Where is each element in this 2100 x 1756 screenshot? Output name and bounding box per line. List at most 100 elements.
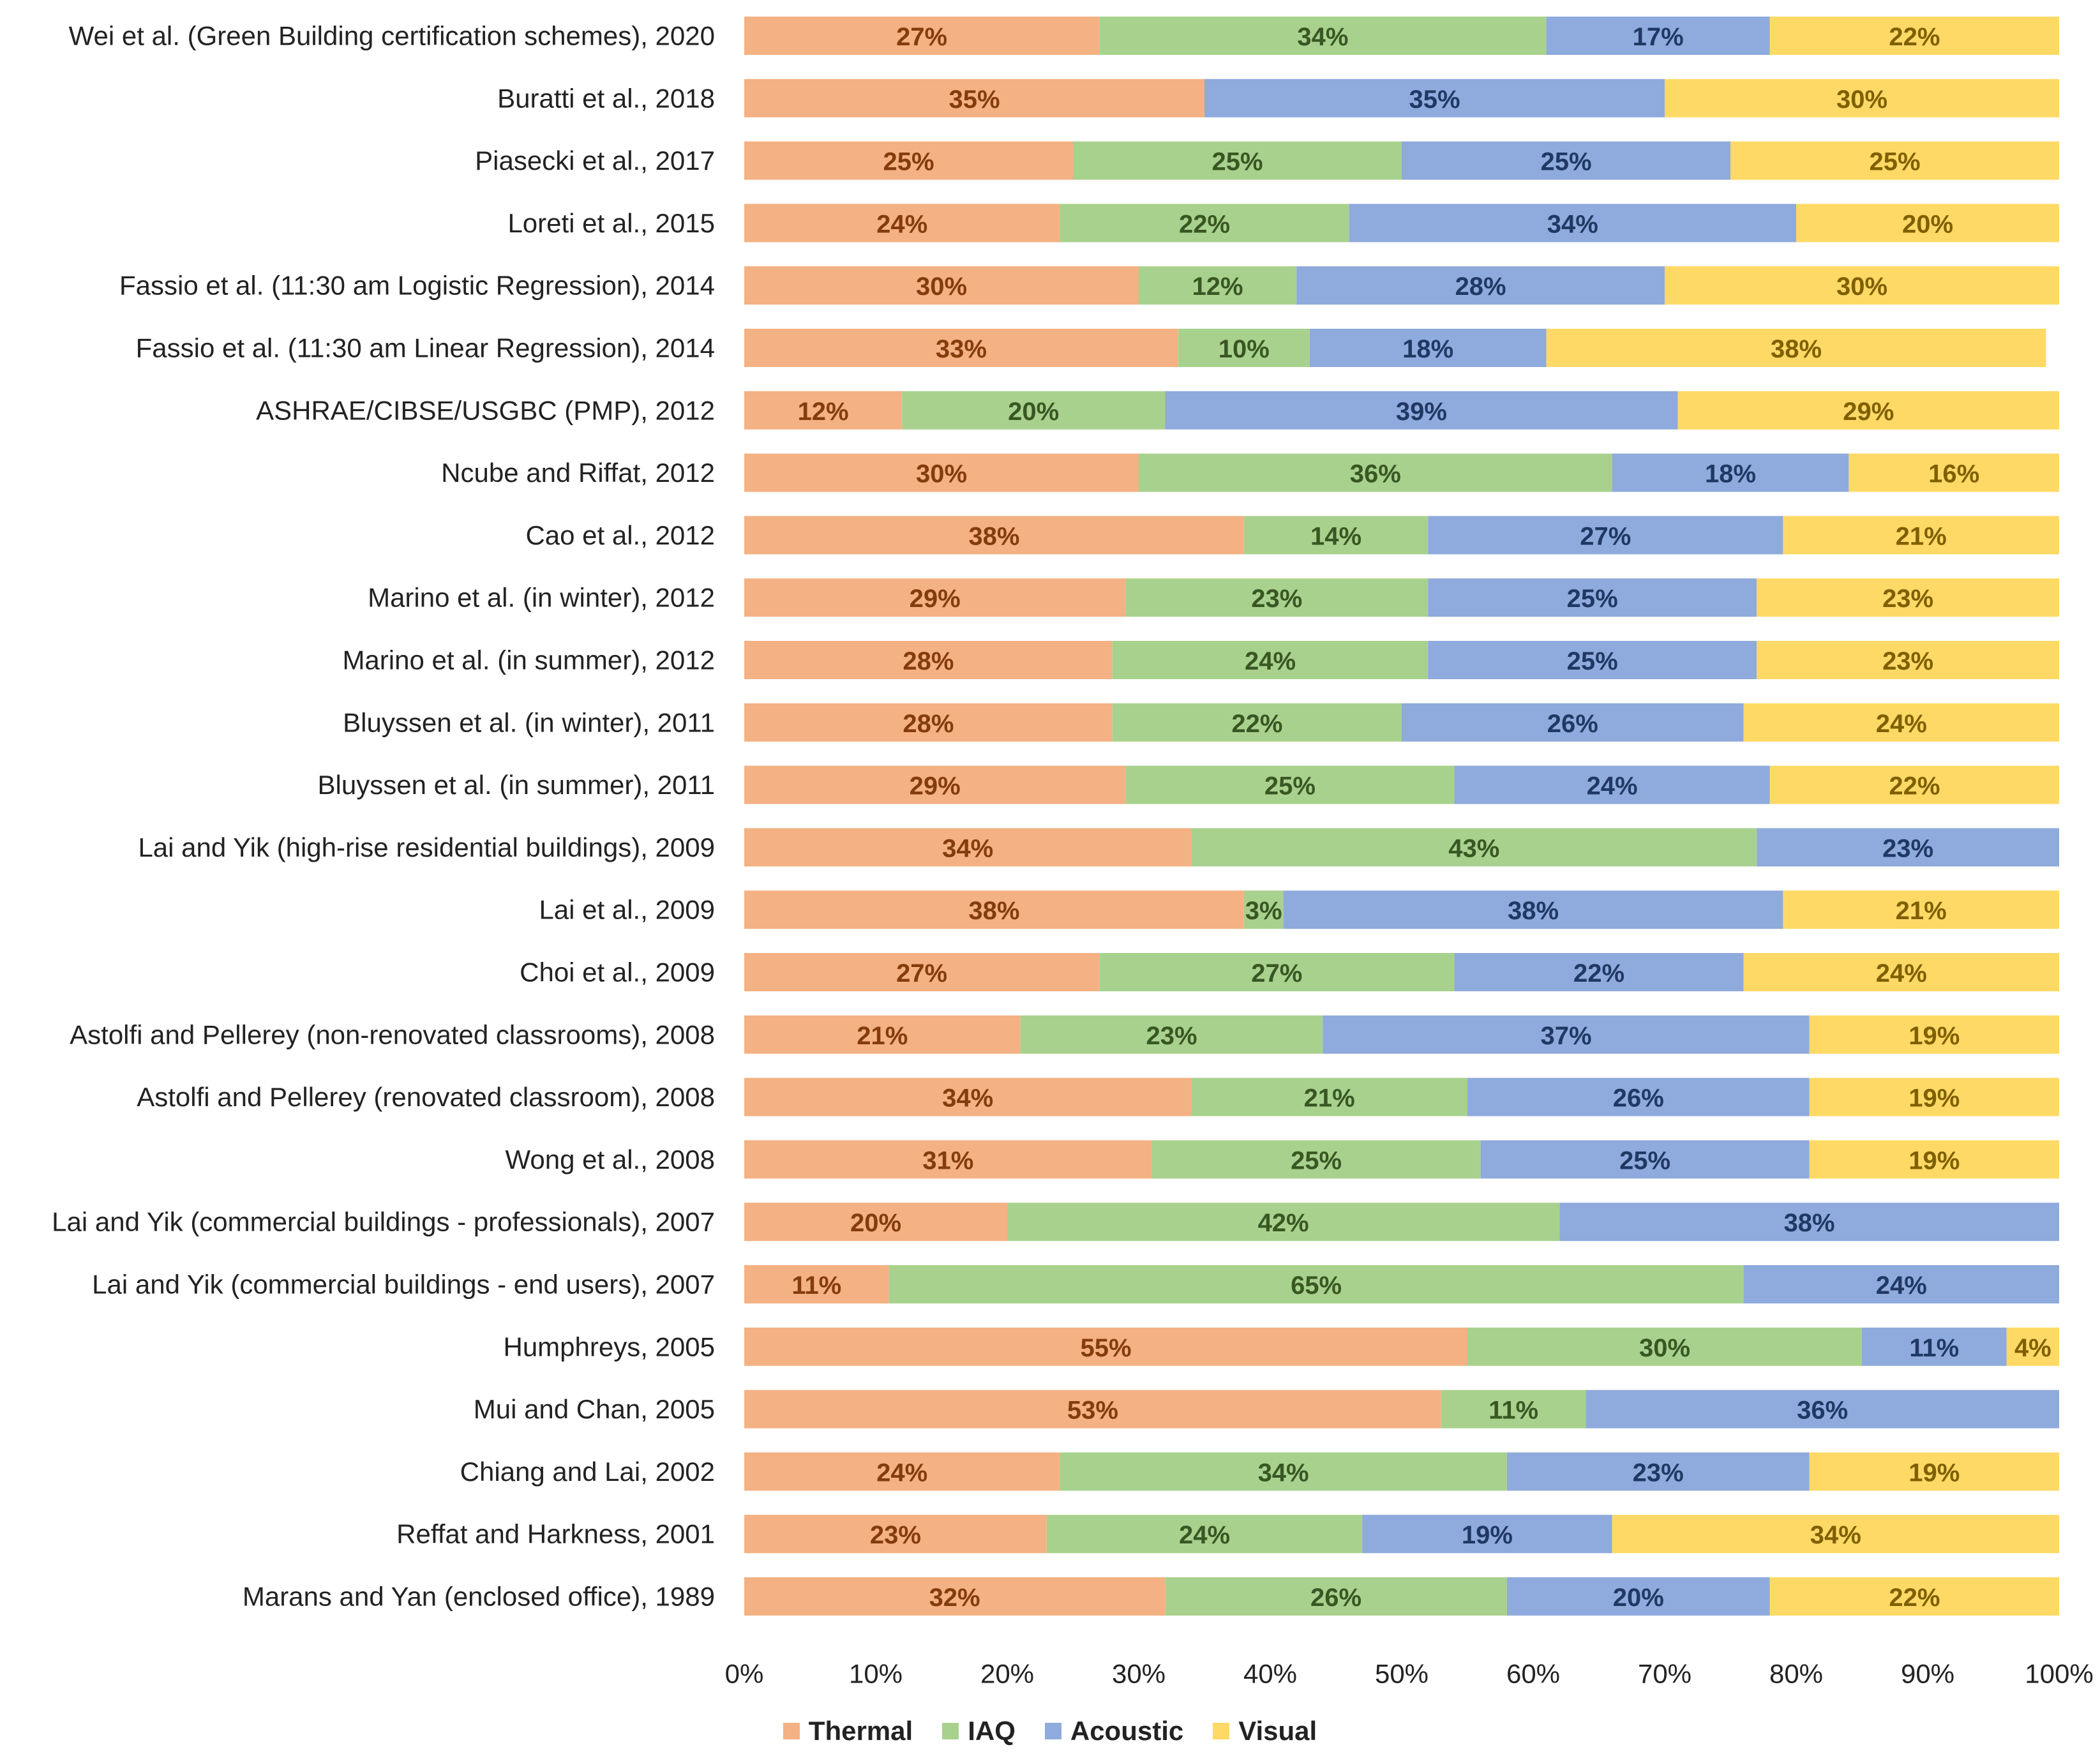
- data-label-visual: 4%: [2014, 1334, 2051, 1362]
- data-label-thermal: 38%: [968, 897, 1019, 925]
- x-tick-label: 0%: [725, 1659, 764, 1689]
- bar-segment-thermal: [744, 1077, 1192, 1116]
- data-label-acoustic: 27%: [1580, 522, 1631, 550]
- data-label-iaq: 23%: [1251, 585, 1302, 613]
- data-label-acoustic: 35%: [1409, 86, 1460, 114]
- data-label-thermal: 28%: [903, 647, 954, 675]
- x-tick-label: 70%: [1638, 1659, 1691, 1689]
- category-label: Marino et al. (in winter), 2012: [368, 583, 715, 613]
- bar-segment-acoustic: [1480, 1140, 1810, 1179]
- bar-segment-iaq: [1125, 578, 1429, 617]
- bar-segment-acoustic: [1309, 329, 1547, 367]
- data-label-thermal: 25%: [883, 148, 934, 176]
- data-label-visual: 16%: [1928, 460, 1979, 488]
- bar-segment-acoustic: [1612, 453, 1849, 492]
- bar-segment-thermal: [744, 828, 1192, 867]
- data-label-thermal: 21%: [857, 1022, 908, 1050]
- category-label: Marans and Yan (enclosed office), 1989: [243, 1582, 715, 1612]
- category-label: Lai et al., 2009: [539, 895, 715, 925]
- data-label-thermal: 31%: [922, 1146, 973, 1174]
- bar-segment-thermal: [744, 953, 1100, 991]
- category-label: Reffat and Harkness, 2001: [396, 1519, 715, 1549]
- x-tick-label: 100%: [2025, 1659, 2093, 1689]
- category-label: Chiang and Lai, 2002: [460, 1457, 715, 1487]
- data-label-iaq: 42%: [1258, 1209, 1309, 1237]
- bar-segment-visual: [1546, 329, 2046, 367]
- data-label-thermal: 29%: [910, 585, 961, 613]
- bar-segment-thermal: [744, 391, 903, 430]
- data-label-visual: 30%: [1836, 86, 1887, 114]
- legend-item-thermal: Thermal: [783, 1716, 913, 1746]
- category-label: Lai and Yik (commercial buildings - prof…: [52, 1207, 715, 1237]
- data-label-thermal: 30%: [916, 273, 967, 301]
- bar-segment-thermal: [744, 1577, 1166, 1616]
- bar-segment-visual: [1665, 266, 2059, 305]
- bar-segment-iaq: [1178, 329, 1310, 367]
- data-label-iaq: 25%: [1291, 1146, 1342, 1174]
- data-label-visual: 38%: [1771, 335, 1822, 363]
- data-label-acoustic: 17%: [1633, 23, 1684, 51]
- data-label-visual: 19%: [1909, 1084, 1960, 1113]
- bar-segment-acoustic: [1283, 890, 1783, 929]
- category-label: Piasecki et al., 2017: [475, 146, 715, 176]
- data-label-visual: 19%: [1909, 1022, 1960, 1050]
- bar-segment-acoustic: [1204, 79, 1665, 117]
- data-label-iaq: 30%: [1639, 1334, 1690, 1362]
- data-label-acoustic: 24%: [1876, 1272, 1927, 1300]
- bar-segment-visual: [1809, 1140, 2059, 1179]
- data-label-thermal: 38%: [968, 522, 1019, 550]
- category-label: Mui and Chan, 2005: [474, 1394, 715, 1424]
- data-label-iaq: 20%: [1008, 398, 1059, 426]
- data-label-thermal: 30%: [916, 460, 967, 488]
- data-label-visual: 22%: [1889, 23, 1940, 51]
- data-label-visual: 22%: [1889, 1584, 1940, 1612]
- bar-segment-iaq: [1073, 141, 1402, 180]
- data-label-thermal: 27%: [896, 959, 947, 987]
- data-label-acoustic: 19%: [1462, 1521, 1513, 1549]
- data-label-acoustic: 38%: [1784, 1209, 1835, 1237]
- data-label-iaq: 43%: [1448, 834, 1499, 862]
- x-tick-label: 40%: [1243, 1659, 1297, 1689]
- data-label-visual: 29%: [1843, 398, 1894, 426]
- bar-segment-visual: [1783, 516, 2059, 555]
- x-tick-label: 60%: [1506, 1659, 1560, 1689]
- data-label-visual: 23%: [1882, 647, 1933, 675]
- legend-swatch: [1213, 1723, 1230, 1739]
- bar-segment-thermal: [744, 1203, 1007, 1242]
- data-label-thermal: 23%: [870, 1521, 921, 1549]
- data-label-thermal: 12%: [798, 398, 849, 426]
- bar-segment-thermal: [744, 578, 1126, 617]
- data-label-acoustic: 25%: [1619, 1146, 1670, 1174]
- bar-segment-acoustic: [1559, 1203, 2059, 1242]
- data-label-thermal: 27%: [896, 23, 947, 51]
- data-label-thermal: 34%: [942, 1084, 993, 1113]
- bar-segment-acoustic: [1467, 1077, 1810, 1116]
- data-label-iaq: 23%: [1146, 1022, 1197, 1050]
- category-label: Fassio et al. (11:30 am Logistic Regress…: [119, 271, 715, 301]
- data-label-visual: 19%: [1909, 1459, 1960, 1487]
- bar-segment-thermal: [744, 516, 1244, 555]
- data-label-acoustic: 20%: [1613, 1584, 1664, 1612]
- data-label-visual: 34%: [1810, 1521, 1861, 1549]
- bar-segment-iaq: [1151, 1140, 1481, 1179]
- bar-segment-iaq: [1191, 1077, 1467, 1116]
- bar-segment-iaq: [1112, 703, 1402, 742]
- data-label-visual: 30%: [1836, 273, 1887, 301]
- bar-segment-acoustic: [1506, 1452, 1810, 1491]
- data-label-thermal: 11%: [791, 1272, 841, 1300]
- data-label-iaq: 26%: [1310, 1584, 1361, 1612]
- data-label-thermal: 33%: [936, 335, 987, 363]
- data-label-visual: 21%: [1896, 897, 1947, 925]
- bar-segment-thermal: [744, 1140, 1152, 1179]
- bar-segment-thermal: [744, 765, 1126, 804]
- x-tick-label: 20%: [980, 1659, 1034, 1689]
- data-label-acoustic: 25%: [1540, 148, 1591, 176]
- category-label: Choi et al., 2009: [520, 957, 715, 987]
- data-label-iaq: 34%: [1297, 23, 1348, 51]
- data-label-thermal: 53%: [1067, 1397, 1118, 1425]
- data-label-acoustic: 39%: [1396, 398, 1447, 426]
- bar-segment-iaq: [1060, 1452, 1507, 1491]
- data-label-acoustic: 26%: [1613, 1084, 1664, 1113]
- bar-segment-visual: [1677, 391, 2059, 430]
